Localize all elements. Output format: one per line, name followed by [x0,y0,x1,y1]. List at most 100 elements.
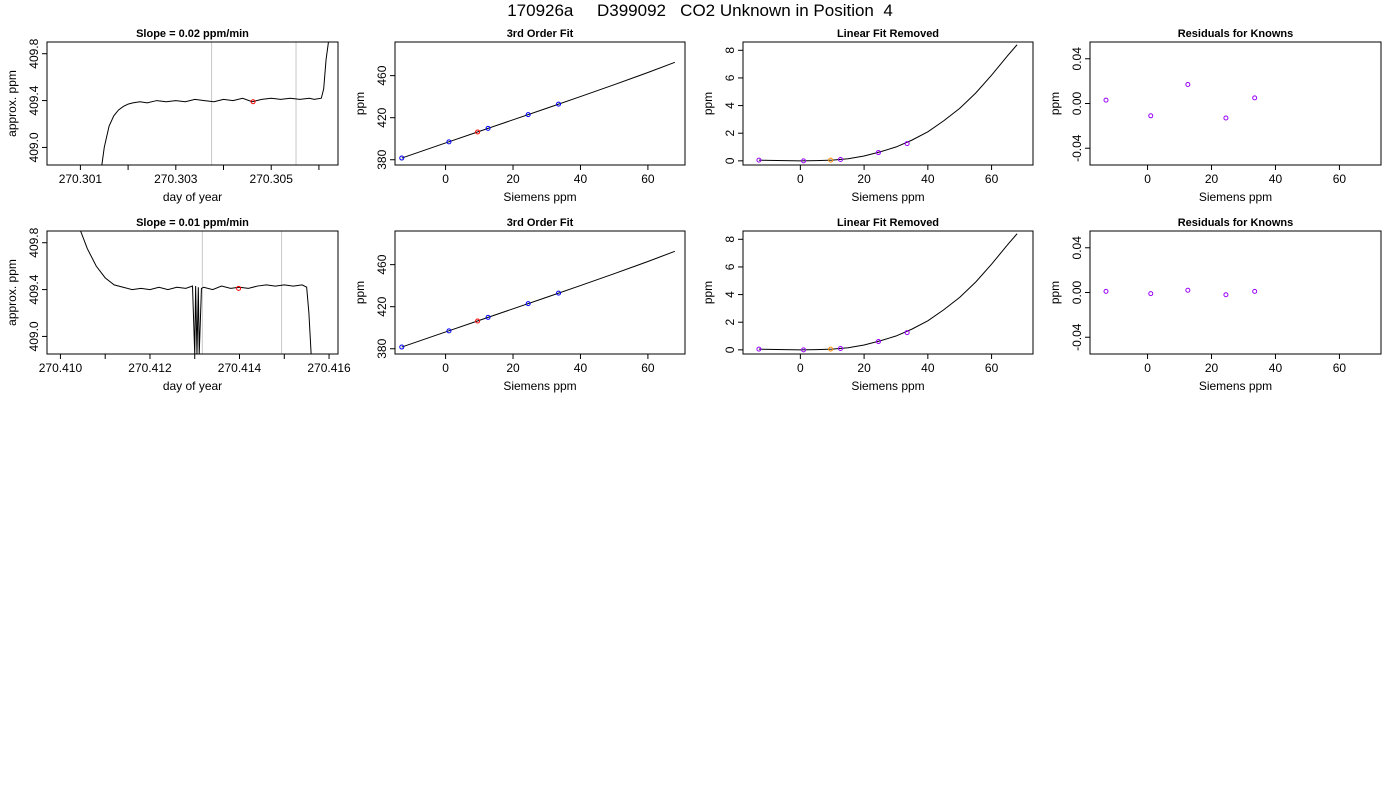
x-tick-label: 270.410 [39,361,83,375]
y-tick-label: 2 [723,319,737,326]
data-point [475,318,481,324]
x-tick-label: 40 [921,361,935,375]
y-tick-label: 409.8 [27,38,41,68]
x-tick-label: 60 [641,361,655,375]
x-tick-label: 20 [857,172,871,186]
series-line [401,250,676,348]
plot-area [399,250,676,350]
chart-title: 3rd Order Fit [507,28,574,40]
plot-frame [394,41,686,166]
y-tick-label: 0.04 [1070,47,1084,71]
x-axis-label: Siemens ppm [503,379,576,393]
y-axis-label: ppm [1048,92,1062,115]
y-axis-label: ppm [701,92,715,115]
plot-area [756,44,1018,164]
x-tick-label: 20 [1205,361,1219,375]
x-tick-label: 40 [1269,361,1283,375]
data-point [446,328,452,334]
y-tick-label: 460 [375,254,389,274]
data-point [1148,291,1154,297]
y-tick-label: 420 [375,296,389,316]
data-point [1252,95,1258,101]
x-tick-label: 0 [797,172,804,186]
y-tick-label: 420 [375,107,389,127]
x-tick-label: 60 [1333,172,1347,186]
data-point [1148,113,1154,119]
series-line [758,44,1018,162]
data-point [904,330,910,336]
x-tick-label: 40 [1269,172,1283,186]
y-axis-label: approx. ppm [5,70,19,137]
x-tick-label: 270.303 [154,172,198,186]
chart-panel-r1c2: 3rd Order Fit 0 20 40 60 380 420 460 Siemens ppm… [353,28,686,204]
x-tick-label: 0 [442,172,449,186]
series-line [401,61,676,159]
plot-frame [742,230,1034,355]
data-point [446,139,452,145]
y-axis-label: ppm [1048,281,1062,304]
y-tick-label: 409.8 [27,227,41,257]
y-tick-label: 2 [723,130,737,137]
y-tick-label: 4 [723,102,737,109]
y-tick-label: 8 [723,236,737,243]
plot-frame [46,230,339,355]
data-point [1103,288,1109,294]
x-tick-label: 0 [797,361,804,375]
plot-frame [46,41,339,166]
y-tick-label: 0 [723,157,737,164]
chart-title: 3rd Order Fit [507,217,574,229]
chart-title: Slope = 0.01 ppm/min [136,217,249,229]
x-tick-label: 20 [506,361,520,375]
y-axis-label: ppm [353,281,367,304]
y-tick-label: 0.00 [1070,280,1084,304]
x-tick-label: 60 [985,172,999,186]
plot-frame [1089,230,1382,355]
x-tick-label: 40 [921,172,935,186]
y-tick-label: 409.4 [27,274,41,304]
x-tick-label: 60 [641,172,655,186]
data-point [1252,288,1258,294]
x-tick-label: 60 [1333,361,1347,375]
chart-panel-r2c2: 3rd Order Fit 0 20 40 60 380 420 460 Siemens ppm… [353,217,686,393]
data-point [485,125,491,131]
x-tick-label: 40 [574,361,588,375]
data-point [556,290,562,296]
x-axis-label: Siemens ppm [851,379,924,393]
series-line [101,42,329,165]
plot-area [80,231,312,354]
page-title: 170926a D399092 CO2 Unknown in Position … [507,1,893,20]
plot-area [1103,81,1258,121]
data-point [904,141,910,147]
data-point [875,339,881,345]
data-point [756,157,762,163]
data-point [1185,287,1191,293]
y-tick-label: 4 [723,291,737,298]
plot-area [756,233,1018,353]
data-point [801,347,807,353]
x-tick-label: 20 [857,361,871,375]
chart-title: Linear Fit Removed [837,28,939,40]
data-point [399,344,405,350]
data-point [556,101,562,107]
chart-panel-r2c4: Residuals for Knowns 0 20 40 60 -0.04 0.00 0.04… [1048,217,1382,393]
data-point [236,285,242,291]
data-point [485,314,491,320]
chart-panel-r2c1: Slope = 0.01 ppm/min 270.410 270.412 270.41… [5,217,351,393]
x-tick-label: 0 [1144,172,1151,186]
plot-frame [394,230,686,355]
x-tick-label: 0 [1144,361,1151,375]
data-point [1223,292,1229,298]
chart-panel-r2c3: Linear Fit Removed 0 20 40 60 0 2 4 6 8 Siemens pp… [701,217,1034,393]
x-tick-label: 20 [506,172,520,186]
chart-title: Linear Fit Removed [837,217,939,229]
y-tick-label: 0 [723,346,737,353]
x-tick-label: 270.412 [128,361,172,375]
y-axis-label: ppm [701,281,715,304]
y-tick-label: -0.04 [1070,323,1084,351]
x-tick-label: 270.301 [59,172,103,186]
series-line [758,233,1018,351]
chart-panel-r1c3: Linear Fit Removed 0 20 40 60 0 2 4 6 8 Siemens pp… [701,28,1034,204]
data-point [525,112,531,118]
plot-area [101,42,329,165]
data-point [875,150,881,156]
